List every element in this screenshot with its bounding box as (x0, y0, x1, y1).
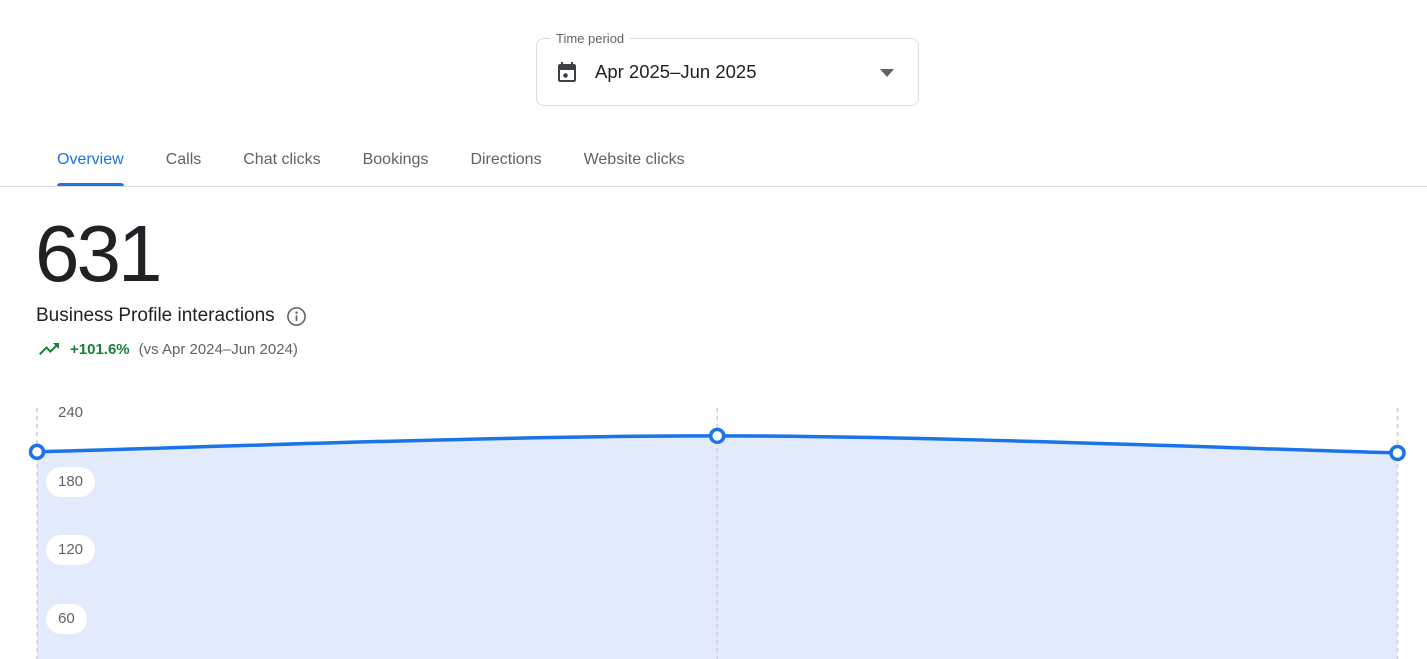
time-period-label: Time period (550, 30, 631, 47)
y-axis-label: 120 (46, 535, 96, 565)
data-point[interactable] (709, 427, 726, 445)
data-point[interactable] (1389, 444, 1406, 462)
trending-up-icon (39, 343, 59, 355)
tab-directions[interactable]: Directions (470, 151, 542, 168)
comparison-period: (vs Apr 2024–Jun 2024) (138, 340, 298, 358)
metric-delta-row: +101.6% (vs Apr 2024–Jun 2024) (37, 340, 298, 358)
chart-canvas (28, 408, 1406, 659)
metric-label: Business Profile interactions (36, 305, 275, 326)
chevron-down-icon (880, 69, 894, 77)
tab-website-clicks[interactable]: Website clicks (583, 151, 685, 168)
tab-overview[interactable]: Overview (57, 134, 124, 186)
time-period-select[interactable]: Time period Apr 2025–Jun 2025 (536, 30, 919, 106)
delta-percent: +101.6% (70, 340, 130, 358)
tab-chat-clicks[interactable]: Chat clicks (243, 151, 321, 168)
info-icon[interactable] (286, 306, 307, 327)
tab-calls[interactable]: Calls (165, 151, 202, 168)
y-axis-label: 180 (46, 466, 96, 497)
interactions-chart: 60 120 180 240 (0, 398, 1427, 659)
data-point[interactable] (28, 443, 46, 461)
metric-label-row: Business Profile interactions (36, 305, 307, 327)
y-axis-label: 240 (46, 398, 96, 428)
metric-value: 631 (35, 209, 162, 298)
y-axis-label: 60 (46, 603, 87, 634)
tab-bookings[interactable]: Bookings (362, 151, 429, 168)
tab-bar: Overview Calls Chat clicks Bookings Directio… (0, 134, 1427, 187)
calendar-icon (558, 62, 576, 82)
time-period-value: Apr 2025–Jun 2025 (595, 61, 757, 82)
